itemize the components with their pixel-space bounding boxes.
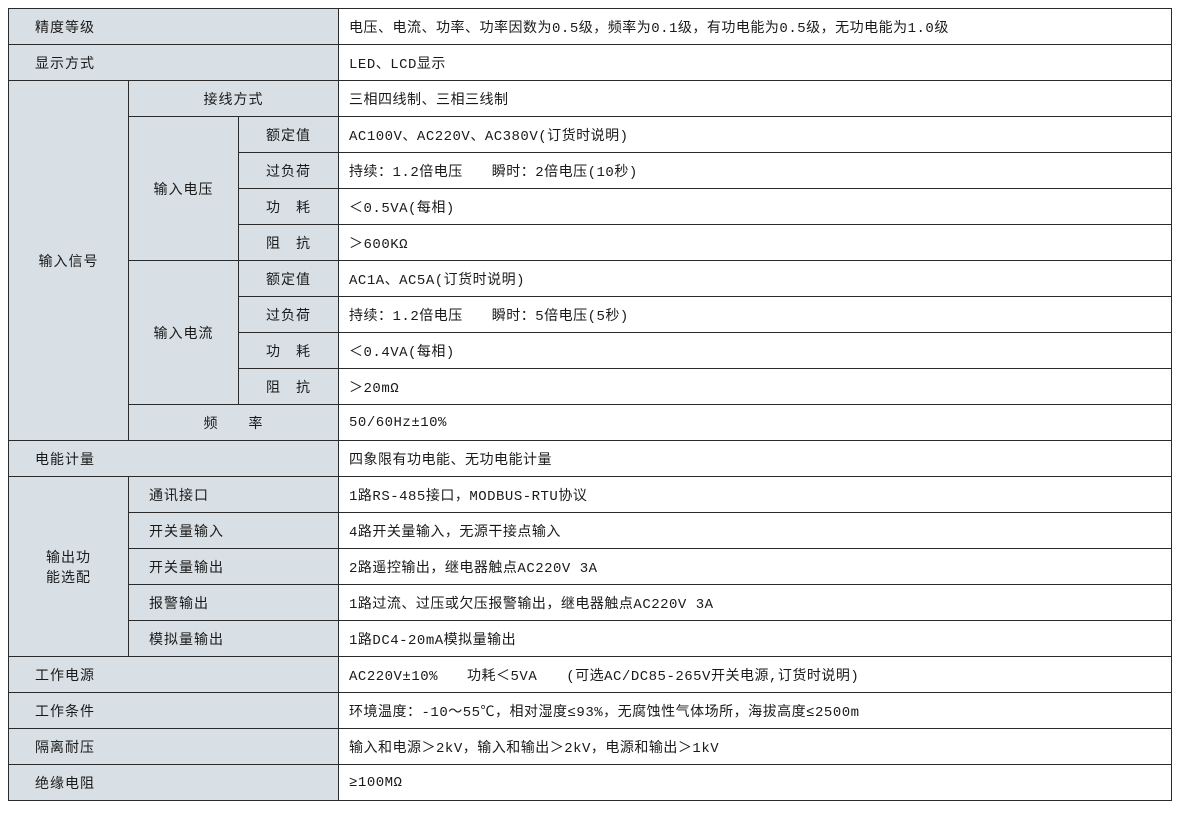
row-isolation: 隔离耐压 输入和电源＞2kV，输入和输出＞2kV，电源和输出＞1kV xyxy=(9,729,1172,765)
row-frequency: 频 率 50/60Hz±10% xyxy=(9,405,1172,441)
label-output: 输出功能选配 xyxy=(9,477,129,657)
label-alarm: 报警输出 xyxy=(129,585,339,621)
label-insulation: 绝缘电阻 xyxy=(9,765,339,801)
value-conditions: 环境温度：-10～55℃，相对湿度≤93%，无腐蚀性气体场所，海拔高度≤2500… xyxy=(339,693,1172,729)
spec-table: 精度等级 电压、电流、功率、功率因数为0.5级，频率为0.1级，有功电能为0.5… xyxy=(8,8,1172,801)
label-voltage: 输入电压 xyxy=(129,117,239,261)
value-isolation: 输入和电源＞2kV，输入和输出＞2kV，电源和输出＞1kV xyxy=(339,729,1172,765)
value-analog: 1路DC4-20mA模拟量输出 xyxy=(339,621,1172,657)
value-insulation: ≥100MΩ xyxy=(339,765,1172,801)
value-frequency: 50/60Hz±10% xyxy=(339,405,1172,441)
value-precision: 电压、电流、功率、功率因数为0.5级，频率为0.1级，有功电能为0.5级，无功电… xyxy=(339,9,1172,45)
value-current-overload: 持续：1.2倍电压 瞬时：5倍电压(5秒) xyxy=(339,297,1172,333)
value-energy: 四象限有功电能、无功电能计量 xyxy=(339,441,1172,477)
row-do: 开关量输出 2路遥控输出，继电器触点AC220V 3A xyxy=(9,549,1172,585)
value-power: AC220V±10% 功耗＜5VA (可选AC/DC85-265V开关电源,订货… xyxy=(339,657,1172,693)
label-voltage-power: 功 耗 xyxy=(239,189,339,225)
label-precision: 精度等级 xyxy=(9,9,339,45)
row-wiring: 输入信号 接线方式 三相四线制、三相三线制 xyxy=(9,81,1172,117)
value-di: 4路开关量输入，无源干接点输入 xyxy=(339,513,1172,549)
value-voltage-rated: AC100V、AC220V、AC380V(订货时说明) xyxy=(339,117,1172,153)
label-current-impedance: 阻 抗 xyxy=(239,369,339,405)
value-voltage-overload: 持续：1.2倍电压 瞬时：2倍电压(10秒) xyxy=(339,153,1172,189)
label-voltage-rated: 额定值 xyxy=(239,117,339,153)
row-power: 工作电源 AC220V±10% 功耗＜5VA (可选AC/DC85-265V开关… xyxy=(9,657,1172,693)
row-conditions: 工作条件 环境温度：-10～55℃，相对湿度≤93%，无腐蚀性气体场所，海拔高度… xyxy=(9,693,1172,729)
label-conditions: 工作条件 xyxy=(9,693,339,729)
label-isolation: 隔离耐压 xyxy=(9,729,339,765)
value-comm: 1路RS-485接口，MODBUS-RTU协议 xyxy=(339,477,1172,513)
value-display: LED、LCD显示 xyxy=(339,45,1172,81)
label-input-signal: 输入信号 xyxy=(9,81,129,441)
label-current-rated: 额定值 xyxy=(239,261,339,297)
label-voltage-impedance: 阻 抗 xyxy=(239,225,339,261)
value-do: 2路遥控输出，继电器触点AC220V 3A xyxy=(339,549,1172,585)
label-display: 显示方式 xyxy=(9,45,339,81)
label-voltage-overload: 过负荷 xyxy=(239,153,339,189)
label-frequency: 频 率 xyxy=(129,405,339,441)
value-current-power: ＜0.4VA(每相) xyxy=(339,333,1172,369)
row-analog: 模拟量输出 1路DC4-20mA模拟量输出 xyxy=(9,621,1172,657)
value-voltage-power: ＜0.5VA(每相) xyxy=(339,189,1172,225)
value-alarm: 1路过流、过压或欠压报警输出，继电器触点AC220V 3A xyxy=(339,585,1172,621)
label-output-text: 输出功能选配 xyxy=(41,547,97,587)
value-current-impedance: ＞20mΩ xyxy=(339,369,1172,405)
label-current-power: 功 耗 xyxy=(239,333,339,369)
label-current-overload: 过负荷 xyxy=(239,297,339,333)
row-energy: 电能计量 四象限有功电能、无功电能计量 xyxy=(9,441,1172,477)
row-display: 显示方式 LED、LCD显示 xyxy=(9,45,1172,81)
label-analog: 模拟量输出 xyxy=(129,621,339,657)
row-di: 开关量输入 4路开关量输入，无源干接点输入 xyxy=(9,513,1172,549)
label-comm: 通讯接口 xyxy=(129,477,339,513)
label-energy: 电能计量 xyxy=(9,441,339,477)
label-power: 工作电源 xyxy=(9,657,339,693)
row-voltage-rated: 输入电压 额定值 AC100V、AC220V、AC380V(订货时说明) xyxy=(9,117,1172,153)
row-precision: 精度等级 电压、电流、功率、功率因数为0.5级，频率为0.1级，有功电能为0.5… xyxy=(9,9,1172,45)
value-voltage-impedance: ＞600KΩ xyxy=(339,225,1172,261)
label-di: 开关量输入 xyxy=(129,513,339,549)
row-comm: 输出功能选配 通讯接口 1路RS-485接口，MODBUS-RTU协议 xyxy=(9,477,1172,513)
row-insulation: 绝缘电阻 ≥100MΩ xyxy=(9,765,1172,801)
label-wiring: 接线方式 xyxy=(129,81,339,117)
label-do: 开关量输出 xyxy=(129,549,339,585)
value-current-rated: AC1A、AC5A(订货时说明) xyxy=(339,261,1172,297)
value-wiring: 三相四线制、三相三线制 xyxy=(339,81,1172,117)
row-alarm: 报警输出 1路过流、过压或欠压报警输出，继电器触点AC220V 3A xyxy=(9,585,1172,621)
row-current-rated: 输入电流 额定值 AC1A、AC5A(订货时说明) xyxy=(9,261,1172,297)
label-current: 输入电流 xyxy=(129,261,239,405)
